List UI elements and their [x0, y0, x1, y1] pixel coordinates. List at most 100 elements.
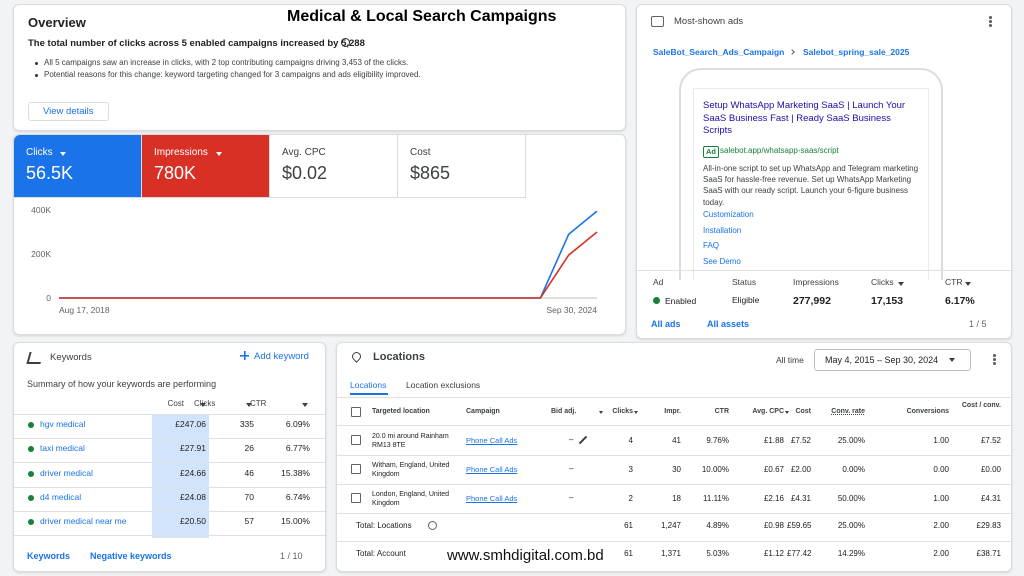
keywords-link[interactable]: Negative keywords: [90, 551, 172, 561]
total-label: Total: Locations: [356, 521, 412, 530]
metric-value: 56.5K: [26, 163, 74, 183]
divider: [337, 513, 1011, 514]
breadcrumb[interactable]: SaleBot_Search_Ads_Campaign: [653, 47, 785, 57]
more-dot[interactable]: [993, 354, 996, 357]
keyword-name[interactable]: taxi medical: [40, 443, 85, 454]
location-column-header: Impr.: [664, 408, 681, 415]
ads-link[interactable]: All ads: [651, 319, 681, 329]
divider: [14, 462, 325, 464]
sort-arrow: [246, 403, 252, 407]
location-name: London, England, United Kingdom: [372, 491, 450, 507]
location-cell: 50.00%: [837, 494, 865, 503]
bid-adjustment: –: [569, 435, 574, 444]
location-tab[interactable]: Locations: [350, 380, 387, 390]
ad-headline[interactable]: Setup WhatsApp Marketing SaaS | Launch Y…: [703, 100, 906, 136]
campaign-link[interactable]: Phone Call Ads: [466, 436, 518, 445]
metric-label: Clicks: [26, 147, 53, 158]
overview-chart: 0 200K 400K Aug 17, 2018 Sep 30, 2024: [31, 205, 598, 315]
total-cell: £59.65: [787, 521, 812, 530]
keyword-name[interactable]: d4 medical: [40, 491, 82, 502]
location-column-header: Conv. rate: [831, 408, 865, 415]
metric-tile[interactable]: Impressions 780K: [142, 135, 270, 198]
total-cell: 5.03%: [706, 549, 729, 558]
location-column-header: Avg. CPC: [752, 408, 784, 415]
location-cell: 0.00%: [842, 465, 865, 474]
status-dot: [28, 422, 34, 428]
ad-description: All-in-one script to set up WhatsApp and…: [703, 164, 919, 207]
campaign-link[interactable]: Phone Call Ads: [466, 494, 518, 503]
ads-value: 277,992: [793, 295, 831, 307]
keyword-cell: 6.09%: [285, 419, 310, 429]
checkbox[interactable]: [351, 435, 361, 445]
keyword-cell: 6.74%: [285, 491, 310, 502]
ads-link[interactable]: All assets: [707, 319, 750, 329]
status-dot: [28, 494, 34, 501]
more-dot: [993, 358, 996, 361]
checkbox[interactable]: [351, 407, 361, 417]
keywords-summary: Summary of how your keywords are perform…: [27, 379, 217, 389]
view-details-button[interactable]: View details: [28, 102, 109, 121]
ads-value: 6.17%: [945, 295, 975, 307]
status-dot: [653, 297, 660, 304]
campaign-link[interactable]: Phone Call Ads: [466, 465, 518, 474]
location-cell: 41: [672, 436, 681, 445]
keyword-cell: 26: [244, 443, 254, 454]
total-cell: £0.98: [763, 521, 784, 530]
divider: [14, 510, 325, 512]
overview-heading: Overview: [28, 15, 86, 30]
keyword-cell: £24.08: [180, 491, 206, 502]
total-cell: 2.00: [933, 549, 949, 558]
add-keyword-button[interactable]: Add keyword: [254, 351, 309, 362]
breadcrumb-chevron: [789, 49, 795, 55]
total-cell: £38.71: [976, 549, 1001, 558]
keywords-pager: 1 / 10: [280, 551, 303, 561]
breadcrumb[interactable]: Salebot_spring_sale_2025: [803, 47, 910, 57]
total-cell: 1,247: [660, 521, 681, 530]
sitelink[interactable]: Customization: [703, 210, 754, 219]
series-line: [59, 210, 598, 299]
divider: [337, 484, 1011, 485]
checkbox[interactable]: [351, 493, 361, 503]
bid-adjustment: –: [569, 493, 574, 502]
metric-value: $0.02: [282, 163, 328, 183]
keyword-cell: 335: [239, 419, 254, 429]
divider: [14, 438, 325, 439]
series-line: [59, 231, 598, 299]
sort-arrow: [898, 282, 904, 286]
location-cell: £2.16: [763, 494, 784, 503]
location-cell: 25.00%: [837, 436, 865, 445]
divider: [337, 541, 1011, 542]
location-name: Witham, England, United Kingdom: [372, 462, 450, 478]
date-range-picker[interactable]: May 4, 2015 – Sep 30, 2024: [814, 349, 972, 371]
metric-tile[interactable]: Clicks 56.5K: [14, 135, 142, 198]
total-label: Total: Account: [356, 549, 406, 558]
keyword-name[interactable]: driver medical near me: [40, 516, 127, 527]
plus-icon[interactable]: [240, 351, 249, 360]
keyword-name[interactable]: driver medical: [40, 467, 93, 478]
sort-arrow: [785, 411, 789, 414]
location-cell: 4: [628, 436, 633, 445]
more-dot[interactable]: [989, 16, 992, 19]
sort-arrow: [302, 403, 308, 407]
status-dot: [28, 519, 34, 526]
total-cell: 61: [624, 521, 633, 530]
pin-icon: [350, 350, 363, 363]
x-tick-label: Aug 17, 2018: [59, 305, 110, 315]
overview-summary: The total number of clicks across 5 enab…: [28, 38, 365, 49]
sitelink[interactable]: See Demo: [703, 256, 741, 266]
location-column-header: Bid adj.: [551, 408, 577, 415]
keyword-column-header: CTR: [250, 399, 267, 408]
location-column-header: Campaign: [466, 408, 500, 415]
divider: [637, 270, 1011, 271]
sitelink[interactable]: Installation: [703, 225, 742, 235]
location-tab[interactable]: Location exclusions: [406, 380, 481, 390]
sitelink[interactable]: FAQ: [703, 241, 720, 250]
tab-underline: [350, 393, 388, 395]
keyword-column-header: Cost: [167, 399, 184, 408]
keyword-name[interactable]: hgv medical: [40, 419, 86, 429]
checkbox[interactable]: [351, 464, 361, 474]
total-cell: £77.42: [787, 549, 812, 558]
ads-icon: [651, 16, 664, 27]
keywords-link[interactable]: Keywords: [27, 551, 71, 561]
